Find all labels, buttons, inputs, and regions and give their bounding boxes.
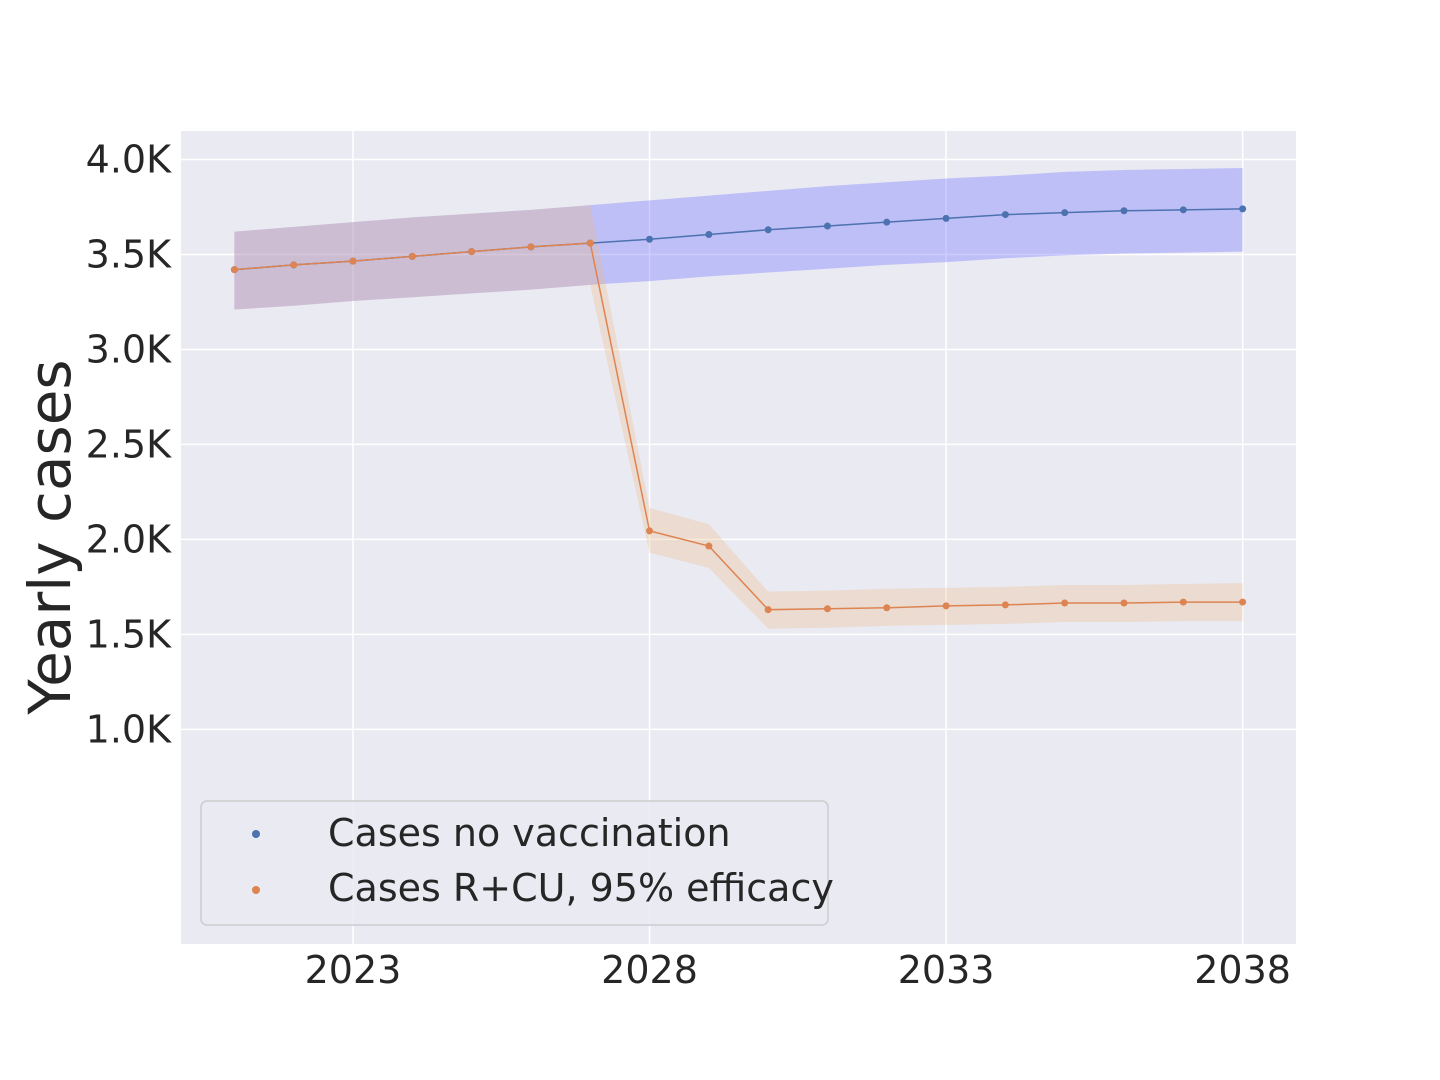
x-tick-label-2038: 2038 [1194, 948, 1291, 992]
point-series-1-2029 [705, 542, 713, 550]
legend-marker-rcu [252, 886, 260, 894]
y-tick-label-2.0K: 2.0K [86, 517, 172, 561]
y-tick-label-4.0K: 4.0K [86, 137, 172, 181]
legend-label-no-vaccination: Cases no vaccination [328, 811, 731, 855]
point-series-1-2030 [764, 606, 772, 614]
point-series-1-2021 [230, 266, 238, 274]
legend-label-rcu: Cases R+CU, 95% efficacy [328, 866, 834, 910]
point-series-1-2028 [646, 527, 654, 535]
x-tick-label-2028: 2028 [601, 948, 698, 992]
y-tick-label-1.5K: 1.5K [86, 612, 172, 656]
point-series-1-2024 [408, 252, 416, 260]
point-series-1-2034 [1001, 601, 1009, 609]
point-series-0-2034 [1001, 211, 1009, 219]
point-series-0-2032 [883, 218, 891, 226]
legend-marker-no-vaccination [252, 830, 260, 838]
confidence-bands [234, 168, 1243, 629]
point-series-1-2033 [942, 602, 950, 610]
series-points [230, 205, 1247, 614]
point-series-0-2035 [1061, 209, 1069, 217]
point-series-0-2038 [1239, 205, 1247, 213]
point-series-1-2038 [1239, 598, 1247, 606]
point-series-1-2035 [1061, 599, 1069, 607]
x-tick-label-2033: 2033 [898, 948, 995, 992]
y-axis-title: Yearly cases [16, 359, 84, 715]
series-lines [234, 208, 1243, 611]
y-tick-label-3.0K: 3.0K [86, 327, 172, 371]
x-tick-labels: 2023 2028 2033 2038 [305, 948, 1291, 992]
point-series-0-2033 [942, 214, 950, 222]
point-series-0-2028 [646, 235, 654, 243]
band-series-0 [234, 168, 1243, 310]
point-series-1-2025 [468, 248, 476, 256]
point-series-1-2026 [527, 243, 535, 251]
point-series-1-2023 [349, 257, 357, 265]
point-series-1-2032 [883, 604, 891, 612]
point-series-0-2030 [764, 226, 772, 234]
grid-lines [181, 131, 1296, 944]
point-series-0-2037 [1179, 206, 1187, 214]
point-series-1-2036 [1120, 599, 1128, 607]
y-tick-label-1.0K: 1.0K [86, 707, 172, 751]
point-series-1-2027 [586, 239, 594, 247]
line-series-1 [234, 242, 1243, 611]
legend-box [200, 800, 829, 926]
point-series-0-2031 [823, 222, 831, 230]
x-tick-label-2023: 2023 [305, 948, 402, 992]
legend: Cases no vaccination Cases R+CU, 95% eff… [200, 800, 834, 926]
y-tick-labels: 1.0K 1.5K 2.0K 2.5K 3.0K 3.5K 4.0K [86, 137, 172, 751]
point-series-0-2036 [1120, 207, 1128, 215]
point-series-1-2037 [1179, 598, 1187, 606]
point-series-1-2022 [290, 261, 298, 269]
point-series-0-2029 [705, 231, 713, 239]
y-tick-label-2.5K: 2.5K [86, 422, 172, 466]
band-series-1 [234, 205, 1243, 629]
y-tick-label-3.5K: 3.5K [86, 232, 172, 276]
point-series-1-2031 [823, 605, 831, 613]
